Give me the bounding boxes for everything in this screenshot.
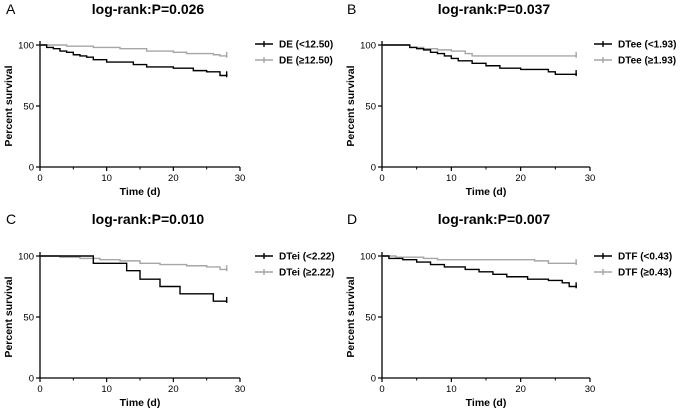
- panel-d-legend-label-0: DTF (<0.43): [618, 252, 672, 263]
- panel-b-y-label: Percent survival: [345, 65, 357, 146]
- panel-a-x-label: Time (d): [120, 186, 161, 198]
- panel-c-y-tick-label-0: 0: [29, 374, 34, 385]
- panel-d-letter: D: [347, 211, 357, 227]
- panel-c-x-tick-label-0: 0: [37, 384, 42, 395]
- panel-c-legend-label-0: DTei (<2.22): [279, 252, 335, 263]
- panel-d-x-label: Time (d): [466, 397, 507, 409]
- panel-b-y-tick-label-2: 100: [360, 41, 376, 52]
- panel-d-x-tick-label-2: 20: [515, 384, 526, 395]
- panel-c-series-1-line: [40, 255, 228, 271]
- panel-d-y-label: Percent survival: [345, 276, 357, 357]
- panel-b-letter: B: [347, 1, 356, 17]
- panel-c-letter: C: [6, 211, 16, 227]
- panel-d-x-tick-label-0: 0: [379, 384, 384, 395]
- panel-c-y-label: Percent survival: [3, 276, 15, 357]
- panel-b-title: log-rank:P=0.037: [438, 1, 551, 17]
- panel-d-y-tick-label-1: 50: [365, 313, 376, 324]
- panel-d-series-1-line: [382, 255, 577, 265]
- panel-a-title: log-rank:P=0.026: [92, 1, 205, 17]
- panel-a-x-tick-label-3: 30: [235, 173, 246, 184]
- panel-c-x-tick-label-2: 20: [168, 384, 179, 395]
- panel-b-x-tick-label-1: 10: [446, 173, 457, 184]
- panel-d-x-tick-label-1: 10: [446, 384, 457, 395]
- panel-a-series-0-line: [40, 44, 228, 77]
- panel-b-series-0-line: [382, 44, 577, 75]
- panel-b-x-tick-label-2: 20: [515, 173, 526, 184]
- panel-b-x-tick-label-3: 30: [585, 173, 596, 184]
- panel-d-x-tick-label-3: 30: [585, 384, 596, 395]
- panel-d-y-tick-label-2: 100: [360, 252, 376, 263]
- panel-a-letter: A: [6, 1, 16, 17]
- panel-a-legend-label-1: DE (≥12.50): [279, 56, 333, 67]
- panel-b-legend-label-1: DTee (≥1.93): [618, 56, 676, 67]
- panel-a-y-label: Percent survival: [3, 65, 15, 146]
- panel-c-y-tick-label-1: 50: [23, 313, 34, 324]
- panel-a-series-1-line: [40, 44, 228, 57]
- panel-a-legend-label-0: DE (<12.50): [279, 40, 333, 51]
- panel-c-title: log-rank:P=0.010: [92, 211, 205, 227]
- panel-a-y-tick-label-1: 50: [23, 102, 34, 113]
- panel-b-series-1-line: [382, 44, 577, 57]
- panel-c-y-tick-label-2: 100: [18, 252, 34, 263]
- panel-c-x-tick-label-1: 10: [101, 384, 112, 395]
- panel-a-y-tick-label-0: 0: [29, 163, 34, 174]
- panel-b-y-tick-label-1: 50: [365, 102, 376, 113]
- panel-b-x-label: Time (d): [466, 186, 507, 198]
- panel-b-y-tick-label-0: 0: [371, 163, 376, 174]
- panel-d-y-tick-label-0: 0: [371, 374, 376, 385]
- panel-a-x-tick-label-1: 10: [101, 173, 112, 184]
- panel-a-x-tick-label-0: 0: [37, 173, 42, 184]
- panel-b-legend-label-0: DTee (<1.93): [618, 40, 676, 51]
- panel-c-series-0-line: [40, 255, 228, 302]
- panel-d-series-0-line: [382, 255, 577, 288]
- panel-a-x-tick-label-2: 20: [168, 173, 179, 184]
- panel-a-y-tick-label-2: 100: [18, 41, 34, 52]
- panel-c-legend-label-1: DTei (≥2.22): [279, 268, 334, 279]
- panel-c-x-tick-label-3: 30: [235, 384, 246, 395]
- panel-d-title: log-rank:P=0.007: [438, 211, 551, 227]
- panel-b-x-tick-label-0: 0: [379, 173, 384, 184]
- panel-c-x-label: Time (d): [120, 397, 161, 409]
- panel-d-legend-label-1: DTF (≥0.43): [618, 268, 672, 279]
